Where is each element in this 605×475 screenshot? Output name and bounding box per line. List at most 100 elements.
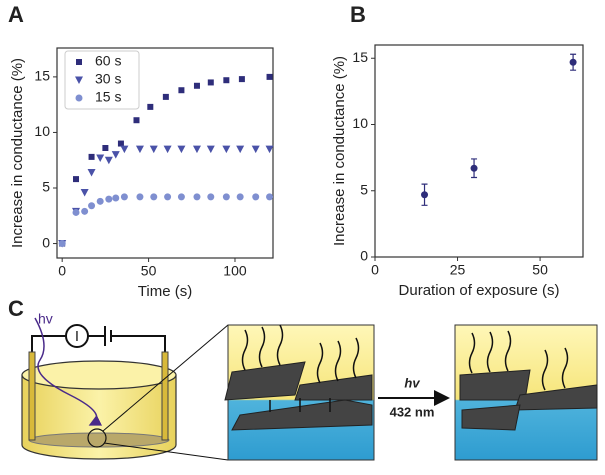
marker xyxy=(133,117,140,124)
electrode xyxy=(28,351,36,441)
ligands xyxy=(241,324,360,412)
marker xyxy=(150,193,158,201)
y-tick-label: 10 xyxy=(34,123,50,139)
marker xyxy=(135,145,144,154)
x-tick-label: 0 xyxy=(371,262,379,278)
marker xyxy=(265,145,274,154)
plot-frame xyxy=(56,47,274,259)
marker xyxy=(136,193,144,201)
circuit-wire xyxy=(31,326,166,355)
y-tick-label: 0 xyxy=(360,248,368,264)
marker xyxy=(96,197,104,205)
light-label: hv xyxy=(38,311,53,327)
zoom-circle xyxy=(87,428,107,448)
x-axis-label: Duration of exposure (s) xyxy=(399,282,560,299)
marker xyxy=(207,193,215,201)
marker xyxy=(81,207,89,215)
x-tick-label: 25 xyxy=(450,262,466,278)
marker xyxy=(72,208,80,216)
marker xyxy=(117,140,124,147)
arrow-label: hv xyxy=(404,375,420,390)
marker xyxy=(206,145,215,154)
ammeter-label: I xyxy=(75,328,79,345)
light-path xyxy=(34,317,103,426)
ligands xyxy=(468,330,569,391)
flake xyxy=(294,374,373,401)
marker xyxy=(222,193,230,201)
marker xyxy=(162,93,169,100)
y-axis-label: Increase in conductance (%) xyxy=(331,56,348,246)
marker xyxy=(222,145,231,154)
film xyxy=(28,432,170,448)
marker xyxy=(177,145,186,154)
marker xyxy=(207,79,214,86)
legend-marker xyxy=(75,94,83,102)
marker xyxy=(111,151,120,159)
flake xyxy=(461,404,521,431)
marker xyxy=(252,193,260,201)
marker xyxy=(88,202,96,210)
x-tick-label: 100 xyxy=(223,263,247,279)
marker xyxy=(236,145,245,154)
marker xyxy=(238,76,245,83)
y-tick-label: 15 xyxy=(34,68,50,84)
x-tick-label: 50 xyxy=(532,262,548,278)
marker xyxy=(266,193,274,201)
diagram: C I hv hv 432 nm xyxy=(8,296,598,461)
marker xyxy=(236,193,244,201)
marker xyxy=(223,77,230,84)
marker xyxy=(569,58,577,66)
legend-label: 15 s xyxy=(95,89,121,105)
marker xyxy=(58,240,66,248)
legend-marker xyxy=(76,59,82,65)
marker xyxy=(192,145,201,154)
marker xyxy=(149,145,158,154)
plot-frame xyxy=(374,44,584,258)
marker xyxy=(120,145,129,154)
marker xyxy=(251,145,260,154)
marker xyxy=(147,103,154,110)
marker xyxy=(164,193,172,201)
marker xyxy=(470,164,478,172)
marker xyxy=(112,194,120,202)
marker xyxy=(104,156,113,165)
marker xyxy=(87,168,96,177)
panel-label: C xyxy=(8,296,24,321)
legend-label: 30 s xyxy=(95,71,121,87)
legend-marker xyxy=(75,76,83,84)
y-tick-label: 5 xyxy=(42,179,50,195)
flake xyxy=(224,361,306,401)
marker xyxy=(266,73,273,80)
y-tick-label: 5 xyxy=(360,181,368,197)
marker xyxy=(96,154,105,162)
x-tick-label: 0 xyxy=(58,263,66,279)
legend-box xyxy=(64,50,140,110)
marker xyxy=(421,191,429,199)
marker xyxy=(88,153,95,160)
marker xyxy=(178,87,185,94)
zoom-line xyxy=(102,324,229,432)
marker xyxy=(80,188,89,197)
panel-label: A xyxy=(8,2,24,27)
zoom-line xyxy=(103,442,229,461)
y-tick-label: 15 xyxy=(352,49,368,65)
marker xyxy=(177,193,185,201)
panel-label: B xyxy=(350,2,366,27)
marker xyxy=(102,145,109,151)
arrow-label: 432 nm xyxy=(390,404,435,419)
marker xyxy=(120,193,128,201)
x-tick-label: 50 xyxy=(141,263,157,279)
electrode xyxy=(161,351,169,441)
y-tick-label: 0 xyxy=(42,234,50,250)
marker xyxy=(163,145,172,154)
marker xyxy=(193,193,201,201)
flake xyxy=(231,399,373,431)
marker xyxy=(193,82,200,89)
legend-label: 60 s xyxy=(95,53,121,69)
marker xyxy=(105,195,113,203)
marker xyxy=(73,176,80,183)
ammeter xyxy=(65,324,89,348)
x-axis-label: Time (s) xyxy=(138,283,192,300)
y-tick-label: 10 xyxy=(352,115,368,131)
